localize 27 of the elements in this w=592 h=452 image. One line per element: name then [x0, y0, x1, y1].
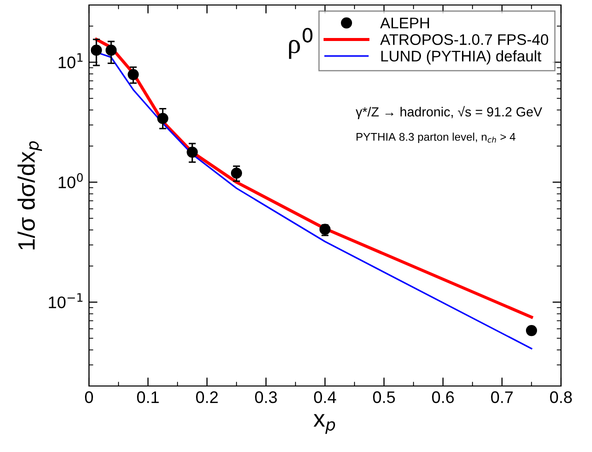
y-tick-label: 10$^{−1}$	[48, 293, 82, 308]
point	[157, 112, 168, 124]
legend-label: LUND (PYTHIA) default	[381, 50, 542, 65]
point	[90, 44, 102, 56]
annotation: γ*/Z → hadronic, √s = 91.2 GeV	[356, 106, 542, 120]
x-tick-label: 0.7	[491, 391, 513, 404]
y-axis-title: 1/σ dσ/dx$_{p}$	[18, 141, 42, 250]
point	[128, 68, 139, 80]
y-tick-label: 10$^{0}$	[58, 173, 83, 188]
x-tick-label: 0.5	[373, 391, 395, 404]
annotation: PYTHIA 8.3 parton level, n$_{ch}$ > 4	[356, 132, 516, 143]
annotation: ρ$^{0}$	[289, 28, 312, 59]
x-tick-label: 0.4	[314, 391, 336, 404]
x-tick-label: 0.8	[550, 391, 572, 404]
legend-label: ALEPH	[380, 18, 429, 28]
y-tick-label: 10$^{1}$	[58, 53, 83, 68]
x-axis-title: x$_{p}$	[314, 414, 336, 434]
x-tick-label: 0.2	[196, 391, 218, 404]
x-tick-label: 0.1	[137, 391, 159, 404]
x-tick-label: 0	[85, 391, 93, 404]
x-tick-label: 0.6	[432, 391, 454, 404]
x-tick-label: 0.3	[255, 391, 277, 404]
point	[230, 168, 242, 179]
point	[186, 146, 198, 158]
point	[526, 324, 538, 336]
legend-label: ATROPOS-1.0.7 FPS-40	[380, 34, 548, 45]
point	[106, 44, 117, 56]
